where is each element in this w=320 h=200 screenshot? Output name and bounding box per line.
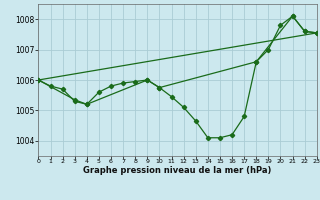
X-axis label: Graphe pression niveau de la mer (hPa): Graphe pression niveau de la mer (hPa)	[84, 166, 272, 175]
